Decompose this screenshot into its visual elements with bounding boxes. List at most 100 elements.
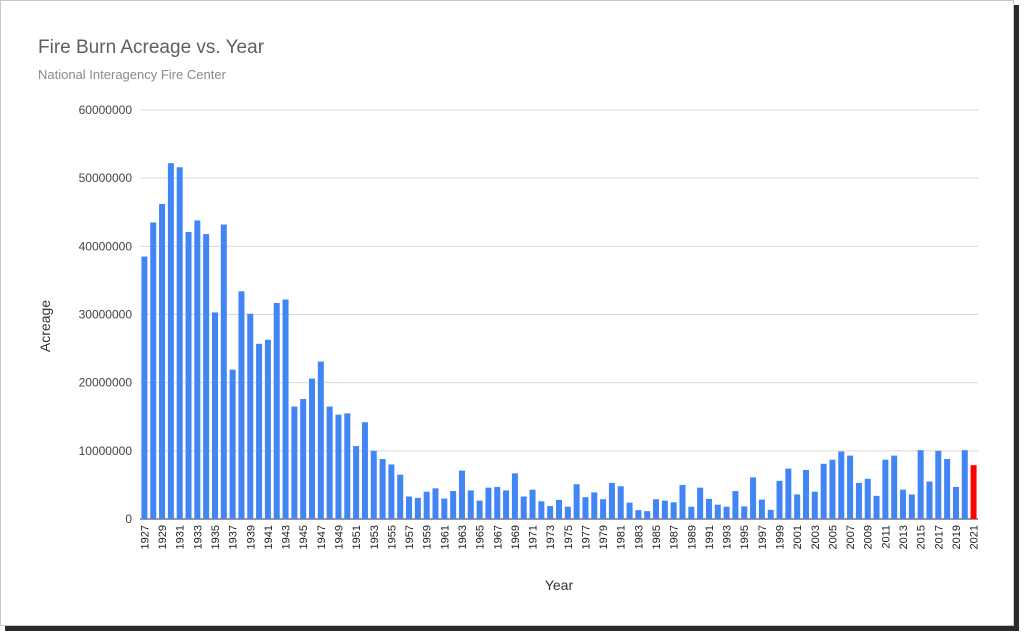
chart-title: Fire Burn Acreage vs. Year	[38, 37, 265, 58]
x-tick-label: 1943	[281, 525, 293, 549]
bar-1961	[441, 498, 448, 519]
bar-1988	[679, 484, 686, 519]
bar-1996	[750, 477, 757, 519]
bar-2004	[820, 463, 827, 519]
x-tick-label: 1983	[633, 525, 645, 549]
bar-1986	[661, 500, 668, 519]
bar-2014	[908, 494, 915, 519]
x-tick-label: 1971	[528, 525, 540, 549]
bar-1930	[167, 163, 174, 520]
chart-subtitle: National Interagency Fire Center	[38, 67, 226, 82]
bar-1981	[617, 486, 624, 519]
bar-1960	[432, 488, 439, 519]
bar-1954	[379, 459, 386, 519]
bar-1997	[758, 499, 765, 519]
y-tick-label: 60000000	[79, 103, 133, 117]
x-tick-label: 1941	[263, 525, 275, 549]
bar-1959	[423, 491, 430, 519]
bar-1999	[776, 480, 783, 519]
bar-1983	[635, 510, 642, 519]
bar-1975	[564, 506, 571, 519]
bar-1939	[247, 313, 254, 519]
y-axis-label: Acreage	[37, 300, 53, 352]
bar-1984	[644, 511, 651, 519]
bar-2001	[794, 494, 801, 519]
bar-1976	[573, 484, 580, 519]
x-axis-label: Year	[545, 577, 574, 593]
x-tick-label: 1965	[475, 525, 487, 549]
bar-1929	[159, 204, 166, 519]
bar-1982	[626, 502, 633, 519]
x-tick-label: 2009	[863, 525, 875, 549]
bar-1942	[273, 302, 280, 519]
bar-1965	[476, 500, 483, 519]
y-tick-label: 40000000	[79, 239, 133, 253]
x-tick-label: 1949	[333, 525, 345, 549]
x-axis-ticks: 1927 1929 1931 1933 1935 1937 1939 1941 1943 1945…	[139, 525, 980, 549]
bar-2006	[838, 451, 845, 519]
bar-1943	[282, 299, 289, 519]
bar-1941	[264, 339, 271, 519]
x-tick-label: 1995	[739, 525, 751, 549]
bar-2013	[900, 489, 907, 519]
bar-2019	[952, 486, 959, 519]
bar-1991	[705, 498, 712, 519]
bar-1968	[503, 490, 510, 519]
x-tick-label: 1955	[386, 525, 398, 549]
bar-1972	[538, 501, 545, 519]
bars	[141, 163, 977, 520]
bar-1974	[556, 499, 562, 519]
bar-2021	[970, 465, 977, 519]
bar-2018	[944, 459, 951, 519]
bar-1971	[529, 489, 536, 519]
bar-2005	[829, 459, 836, 519]
x-tick-label: 1975	[563, 525, 575, 549]
bar-2008	[855, 482, 862, 519]
x-tick-label: 1977	[580, 525, 592, 549]
bar-2012	[891, 455, 898, 519]
x-tick-label: 1935	[210, 525, 222, 549]
bar-1998	[767, 509, 774, 519]
x-tick-label: 1991	[704, 525, 716, 549]
x-tick-label: 2011	[880, 525, 892, 549]
bar-1958	[414, 497, 421, 519]
bar-1953	[370, 450, 377, 519]
bar-2010	[873, 495, 880, 519]
x-tick-label: 1993	[722, 525, 734, 549]
bar-1934	[203, 234, 210, 519]
bar-1977	[582, 497, 589, 519]
x-tick-label: 2001	[792, 525, 804, 549]
x-tick-label: 2019	[951, 525, 963, 549]
bar-1938	[238, 291, 245, 519]
bar-1985	[653, 499, 660, 519]
bar-1931	[176, 167, 183, 519]
bar-2016	[926, 481, 933, 519]
x-tick-label: 1929	[157, 525, 169, 549]
x-tick-label: 1927	[139, 525, 151, 549]
bar-1993	[723, 506, 730, 519]
bar-1956	[397, 474, 404, 519]
bar-2009	[864, 478, 871, 519]
x-tick-label: 1999	[775, 525, 787, 549]
x-tick-label: 1969	[510, 525, 522, 549]
bar-1992	[714, 504, 721, 519]
x-tick-label: 1963	[457, 525, 469, 549]
bar-2000	[785, 468, 792, 519]
bar-1969	[511, 473, 518, 519]
x-tick-label: 1973	[545, 525, 557, 549]
y-tick-label: 30000000	[79, 308, 133, 322]
x-tick-label: 1945	[298, 525, 310, 549]
bar-1944	[291, 406, 298, 519]
x-tick-label: 1951	[351, 525, 363, 549]
bar-2020	[961, 450, 968, 519]
bar-1949	[335, 414, 342, 519]
bar-1957	[406, 496, 413, 519]
bar-1946	[309, 378, 316, 519]
bar-1973	[547, 506, 554, 519]
x-tick-label: 1987	[669, 525, 681, 549]
x-tick-label: 1961	[439, 525, 451, 549]
y-tick-label: 20000000	[79, 376, 133, 390]
x-tick-label: 1937	[228, 525, 240, 549]
bar-2007	[847, 455, 854, 519]
x-tick-label: 1985	[651, 525, 663, 549]
